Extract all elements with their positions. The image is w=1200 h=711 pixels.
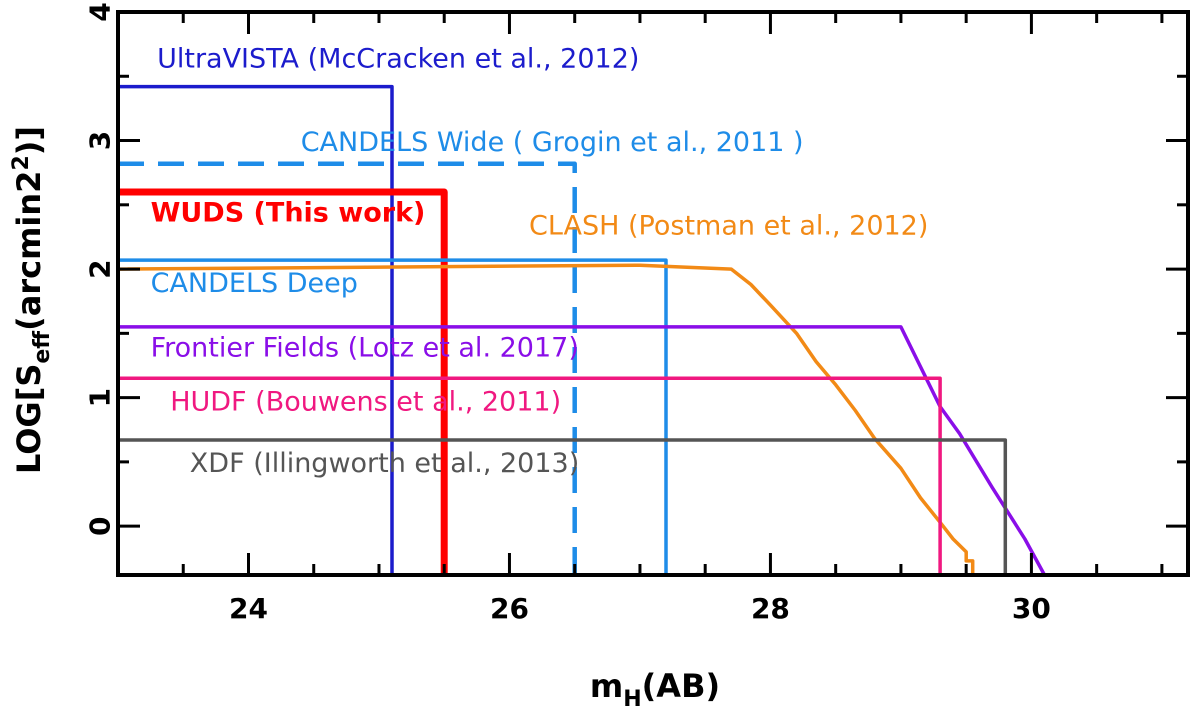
annotation-5: CANDELS Deep [151,268,358,299]
annotation-2: CANDELS Wide ( Grogin et al., 2011 ) [301,127,804,158]
series-line-5 [117,263,975,575]
series-line-3 [118,188,448,575]
annotation-1: UltraVISTA (McCracken et al., 2012) [157,43,639,74]
y-axis-title-end: )] [10,126,48,155]
y-tick-label: 0 [83,516,116,535]
y-axis-title-sup: 2 [9,155,34,170]
annotation-3: WUDS (This work) [151,198,426,229]
y-tick-label: 2 [83,259,116,278]
y-axis-title: LOG[Seff(arcmin22)] [9,126,55,474]
annotation-6: Frontier Fields (Lotz et al. 2017) [151,333,579,364]
series-line-2 [118,161,577,575]
y-axis-title-sub: eff [30,330,55,364]
series-line-7 [118,376,942,575]
series-line-8 [118,438,1008,575]
y-axis-title-pre: LOG[S [10,364,48,474]
annotations-layer: UltraVISTA (McCracken et al., 2012) CANDE… [151,43,929,479]
x-tick-label: 26 [490,592,529,625]
series-line-1 [118,84,394,575]
annotation-7: HUDF (Bouwens et al., 2011) [170,387,561,418]
annotation-8: XDF (Illingworth et al., 2013) [190,448,579,479]
x-tick-label: 30 [1012,592,1051,625]
annotation-4: CLASH (Postman et al., 2012) [529,210,928,241]
x-axis-title: mH(AB) [590,667,720,711]
y-tick-label: 1 [84,388,117,407]
y-tick-label: 3 [84,131,117,150]
y-tick-label: 4 [84,2,117,21]
y-axis-title-post: (arcmin2 [10,171,48,331]
series-line-6 [118,325,1047,576]
ticks-layer: 24 26 28 30 0 1 2 3 4 [83,2,1188,625]
x-axis-title-sub: H [623,687,641,711]
plot-frame [116,10,1190,577]
series-layer [117,84,1047,576]
x-axis-title-main: m [590,667,623,705]
x-tick-label: 28 [751,592,790,625]
series-line-4 [118,258,668,575]
x-axis-title-rest: (AB) [642,667,720,705]
x-tick-label: 24 [229,592,268,625]
